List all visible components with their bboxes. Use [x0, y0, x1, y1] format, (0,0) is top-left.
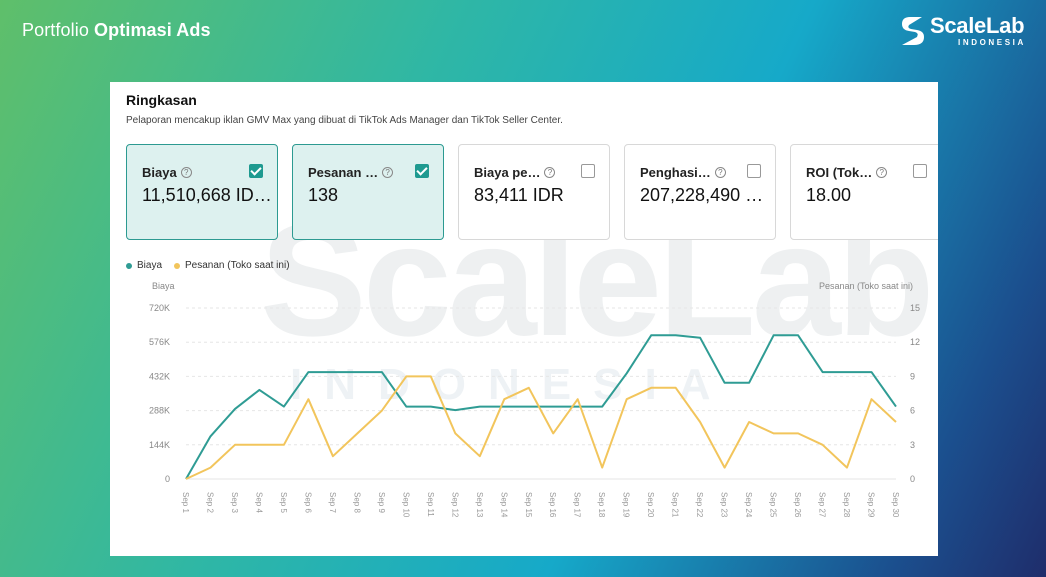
metric-value: 207,228,490 …: [640, 185, 764, 205]
metric-checkbox[interactable]: [249, 164, 263, 178]
x-tick-label: Sep 14: [499, 492, 508, 518]
y-axis-right-title: Pesanan (Toko saat ini): [819, 281, 913, 291]
y-tick-label-right: 6: [910, 406, 915, 416]
metric-card-roi[interactable]: ROI (Tok…? 18.00: [790, 144, 938, 240]
x-tick-label: Sep 1: [181, 492, 190, 513]
y-tick-label-right: 3: [910, 440, 915, 450]
x-tick-label: Sep 6: [303, 492, 312, 513]
x-tick-label: Sep 20: [646, 492, 655, 518]
x-tick-label: Sep 19: [622, 492, 631, 518]
chart-legend: Biaya Pesanan (Toko saat ini): [126, 260, 302, 271]
metric-checkbox[interactable]: [581, 164, 595, 178]
x-tick-label: Sep 3: [230, 492, 239, 513]
x-tick-label: Sep 26: [793, 492, 802, 518]
x-tick-label: Sep 15: [524, 492, 533, 518]
y-tick-label-left: 288K: [149, 406, 170, 416]
y-tick-label-left: 576K: [149, 337, 170, 347]
x-tick-label: Sep 27: [818, 492, 827, 518]
series-line-pesanan: [185, 375, 897, 480]
metric-checkbox[interactable]: [747, 164, 761, 178]
logo-text-main: ScaleLab: [930, 13, 1025, 38]
legend-item-biaya[interactable]: Biaya: [126, 260, 162, 271]
help-icon[interactable]: ?: [714, 167, 726, 178]
y-tick-label-left: 144K: [149, 440, 170, 450]
y-tick-label-left: 720K: [149, 303, 170, 313]
metric-card-biaya-per-pesanan[interactable]: Biaya pe…? 83,411 IDR: [458, 144, 610, 240]
x-tick-label: Sep 10: [401, 492, 410, 518]
y-tick-label-left: 432K: [149, 371, 170, 381]
scalelab-logo: ScaleLab INDONESIA: [900, 14, 1026, 48]
metric-value: 18.00: [806, 185, 852, 205]
metric-card-biaya[interactable]: Biaya? 11,510,668 ID…: [126, 144, 278, 240]
series-line-biaya: [185, 334, 897, 480]
x-tick-label: Sep 30: [891, 492, 900, 518]
help-icon[interactable]: ?: [544, 167, 556, 178]
x-tick-label: Sep 13: [475, 492, 484, 518]
legend-item-pesanan[interactable]: Pesanan (Toko saat ini): [174, 260, 290, 271]
metric-card-pesanan[interactable]: Pesanan …? 138: [292, 144, 444, 240]
x-tick-label: Sep 21: [671, 492, 680, 518]
x-tick-label: Sep 11: [426, 492, 435, 517]
help-icon[interactable]: ?: [876, 167, 888, 178]
metric-label-text: Pesanan …: [308, 165, 379, 180]
page-title: Portfolio Optimasi Ads: [22, 20, 211, 41]
metric-card-label: Biaya?: [142, 165, 192, 180]
x-tick-label: Sep 18: [597, 492, 606, 518]
y-tick-label-right: 9: [910, 371, 915, 381]
metric-checkbox[interactable]: [913, 164, 927, 178]
x-tick-label: Sep 23: [720, 492, 729, 518]
metric-label-text: Penghasi…: [640, 165, 711, 180]
x-tick-label: Sep 4: [254, 492, 263, 513]
help-icon[interactable]: ?: [382, 167, 394, 178]
metric-label-text: ROI (Tok…: [806, 165, 873, 180]
metric-card-label: Pesanan …?: [308, 165, 394, 180]
summary-title: Ringkasan: [126, 92, 197, 108]
x-tick-label: Sep 29: [867, 492, 876, 518]
legend-label: Biaya: [137, 260, 163, 271]
logo-text-sub: INDONESIA: [958, 38, 1026, 47]
x-tick-label: Sep 8: [352, 492, 361, 513]
metric-card-label: Biaya pe…?: [474, 165, 556, 180]
metric-value: 83,411 IDR: [474, 185, 564, 205]
x-tick-label: Sep 5: [279, 492, 288, 513]
metric-checkbox[interactable]: [415, 164, 429, 178]
y-tick-label-left: 0: [165, 474, 170, 484]
summary-panel: ScaleLab INDONESIA Ringkasan Pelaporan m…: [110, 82, 938, 556]
legend-dot-pesanan: [174, 262, 181, 269]
x-tick-label: Sep 2: [205, 492, 214, 513]
legend-label: Pesanan (Toko saat ini): [185, 260, 290, 271]
page-title-bold: Optimasi Ads: [94, 20, 211, 40]
y-tick-label-right: 0: [910, 474, 915, 484]
legend-dot-biaya: [126, 262, 132, 269]
x-tick-label: Sep 7: [328, 492, 337, 513]
x-tick-label: Sep 25: [769, 492, 778, 518]
x-tick-label: Sep 22: [695, 492, 704, 518]
scalelab-logo-icon: [902, 17, 924, 45]
summary-description: Pelaporan mencakup iklan GMV Max yang di…: [126, 115, 563, 126]
x-tick-label: Sep 9: [377, 492, 386, 513]
x-tick-label: Sep 17: [573, 492, 582, 518]
x-tick-label: Sep 28: [842, 492, 851, 518]
page-title-regular: Portfolio: [22, 20, 95, 40]
y-tick-label-right: 15: [910, 303, 920, 313]
line-chart: Biaya Pesanan (Toko saat ini) 0 0 144K 3 288K 6…: [149, 281, 920, 518]
metric-card-label: ROI (Tok…?: [806, 165, 888, 180]
x-tick-label: Sep 24: [744, 492, 753, 518]
metric-card-label: Penghasi…?: [640, 165, 726, 180]
help-icon[interactable]: ?: [180, 167, 192, 178]
metric-label-text: Biaya: [142, 165, 177, 180]
metric-value: 138: [308, 185, 339, 205]
metric-card-penghasilan[interactable]: Penghasi…? 207,228,490 …: [624, 144, 776, 240]
metric-label-text: Biaya pe…: [474, 165, 541, 180]
y-tick-label-right: 12: [910, 337, 920, 347]
metric-value: 11,510,668 ID…: [142, 185, 272, 205]
x-tick-label: Sep 12: [450, 492, 459, 518]
x-tick-label: Sep 16: [548, 492, 557, 518]
y-axis-left-title: Biaya: [152, 281, 175, 291]
